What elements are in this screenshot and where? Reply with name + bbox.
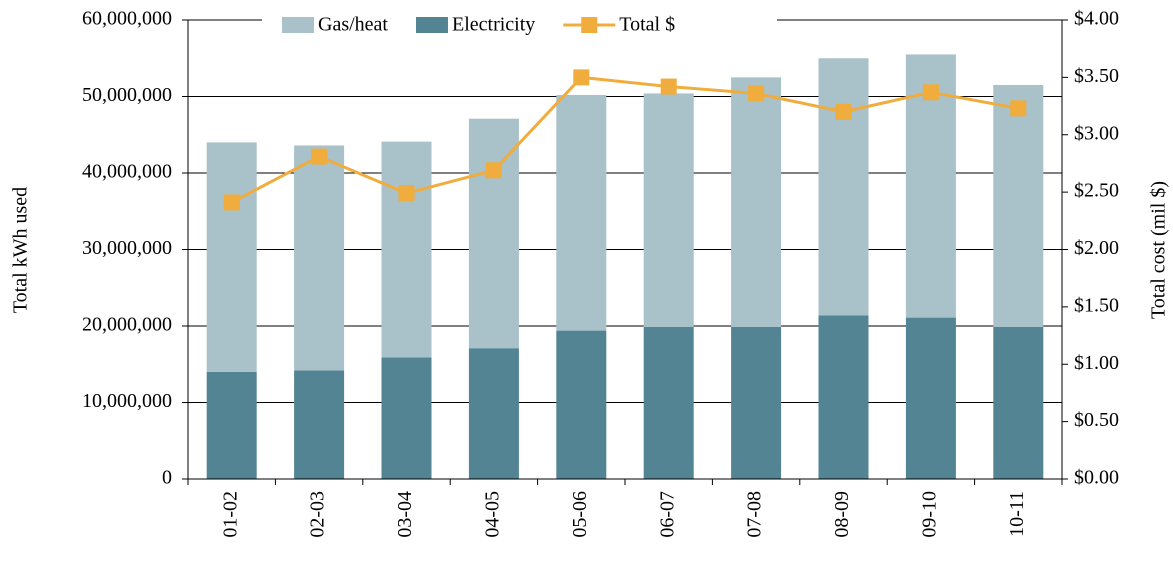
bar [993,326,1044,479]
bar [731,326,782,479]
bar [556,94,607,331]
line [231,75,1019,204]
y2-tick-label: $1.00 [1074,352,1119,374]
y-tick-label: 30,000,000 [82,237,172,259]
legend-item: Gas/heat [282,14,388,36]
bar [993,85,1044,327]
bar [818,315,869,479]
bar [556,330,607,479]
marker [485,162,502,179]
y2-tick-label: $3.50 [1074,65,1119,87]
x-tick-label: 10-11 [1006,491,1028,537]
legend-label: Electricity [452,14,535,36]
marker [573,69,590,86]
x-tick-label: 06-07 [656,491,678,538]
x-tick-label: 07-08 [744,491,766,538]
legend-swatch [415,17,448,33]
bar [381,357,432,479]
bar [468,348,519,479]
legend-marker [581,17,598,33]
y-tick-label: 60,000,000 [82,8,172,30]
bar [643,93,694,327]
y-tick-label: 40,000,000 [82,161,172,183]
bar [643,326,694,479]
marker [748,85,765,102]
marker [835,103,852,120]
y2-tick-label: $4.00 [1074,8,1119,30]
bar [731,77,782,327]
y-tick-label: 0 [162,467,172,489]
bar [206,142,257,372]
y2-tick-label: $0.00 [1074,467,1119,489]
y2-tick-label: $0.50 [1074,409,1119,431]
x-tick-label: 01-02 [219,491,241,538]
y2-tick-label: $2.50 [1074,180,1119,202]
x-tick-label: 08-09 [831,491,853,538]
y-tick-label: 50,000,000 [82,84,172,106]
y2-axis-title: Total cost (mil $) [1148,181,1170,319]
bar [381,141,432,358]
bar [905,317,956,479]
y-axis-title: Total kWh used [10,187,32,313]
marker [922,84,939,101]
y-tick-label: 10,000,000 [82,390,172,412]
legend-label: Gas/heat [318,14,388,36]
marker [1010,100,1027,117]
bar [468,118,519,349]
legend-label: Total $ [619,14,675,36]
x-tick-label: 05-06 [569,491,591,538]
legend-item: Total $ [563,14,675,36]
marker [223,194,240,211]
bar [294,370,345,479]
x-tick-label: 03-04 [394,491,416,538]
marker [398,185,415,202]
legend-swatch [282,17,314,33]
marker [660,78,677,95]
legend-item: Electricity [415,14,535,36]
marker [311,148,328,165]
y-tick-label: 20,000,000 [82,314,172,336]
bar [818,58,869,316]
y2-tick-label: $1.50 [1074,294,1119,316]
bar [294,145,345,371]
x-tick-label: 04-05 [481,491,503,538]
x-tick-label: 09-10 [918,491,940,538]
legend-box [262,8,777,34]
x-tick-label: 02-03 [307,491,329,538]
bar [206,371,257,479]
y2-tick-label: $3.00 [1074,122,1119,144]
y2-tick-label: $2.00 [1074,237,1119,259]
